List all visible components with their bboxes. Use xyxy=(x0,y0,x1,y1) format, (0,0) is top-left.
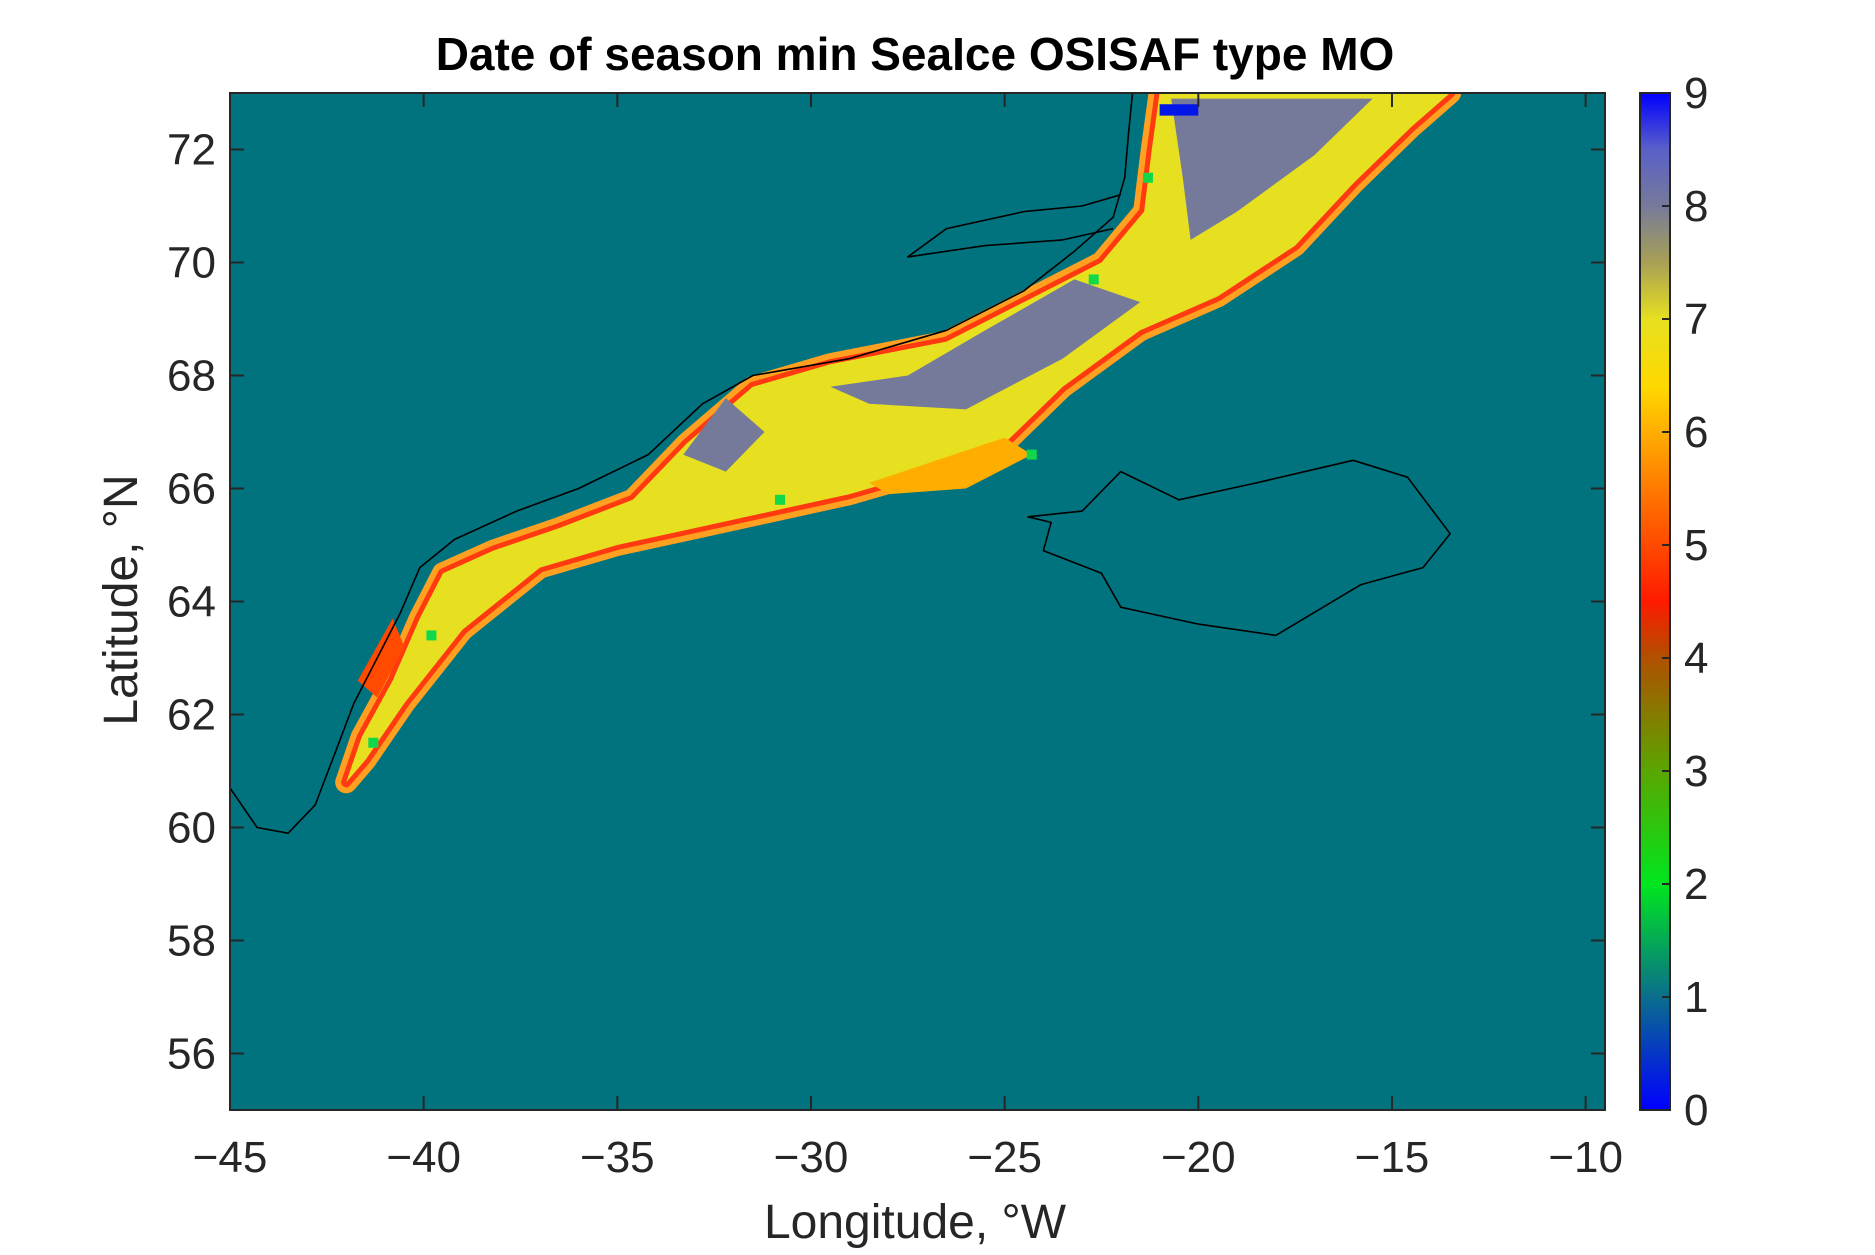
x-tick-label: −20 xyxy=(1161,1133,1236,1182)
ice-region-2 xyxy=(830,279,1141,410)
y-tick-label: 70 xyxy=(167,239,216,288)
x-tick-label: −45 xyxy=(193,1133,268,1182)
coastline-layer xyxy=(230,93,1451,834)
y-tick-label: 62 xyxy=(167,691,216,740)
ice-edge-green-4 xyxy=(1088,274,1099,285)
x-axis-label: Longitude, °W xyxy=(764,1196,1067,1249)
y-tick-label: 60 xyxy=(167,804,216,853)
colorbar-tick-label: 2 xyxy=(1684,860,1708,909)
ice-region-6 xyxy=(1159,104,1199,116)
ice-region-4 xyxy=(869,437,1032,495)
colorbar-tick-label: 0 xyxy=(1684,1086,1708,1135)
ice-region-3 xyxy=(683,398,765,472)
ice-edge-green-3 xyxy=(1026,449,1037,460)
colorbar-tick-label: 8 xyxy=(1684,182,1708,231)
ice-region-1 xyxy=(1171,98,1373,240)
x-tick-label: −35 xyxy=(580,1133,655,1182)
x-tick-label: −15 xyxy=(1355,1133,1430,1182)
x-axis: −45 −40 −35 −30 −25 −20 −15 −10 xyxy=(193,93,1623,1182)
y-tick-label: 66 xyxy=(167,465,216,514)
coastline-scoresby-sund xyxy=(907,193,1122,258)
ice-edge-green-5 xyxy=(1142,172,1153,183)
y-tick-label: 68 xyxy=(167,352,216,401)
colorbar-tick-label: 3 xyxy=(1684,747,1708,796)
y-axis: 56 58 60 62 64 66 68 70 72 xyxy=(167,126,1605,1079)
coastline-iceland xyxy=(1027,459,1451,637)
colorbar-tick-label: 9 xyxy=(1684,69,1708,118)
ice-edge-green-2 xyxy=(775,494,785,505)
colorbar-tick-label: 7 xyxy=(1684,295,1708,344)
colorbar-frame xyxy=(1639,92,1671,1111)
colorbar-tick-label: 4 xyxy=(1684,634,1708,683)
y-tick-label: 72 xyxy=(167,126,216,175)
ice-region-0 xyxy=(346,93,1451,783)
colorbar xyxy=(1640,93,1670,1110)
coastline-greenland xyxy=(230,93,1134,834)
ice-edge-green-0 xyxy=(368,737,379,748)
colorbar-tick-label: 6 xyxy=(1684,408,1708,457)
x-tick-label: −40 xyxy=(386,1133,461,1182)
ice-region-5 xyxy=(357,618,405,698)
chart-title: Date of season min SeaIce OSISAF type MO xyxy=(436,28,1395,80)
colorbar-tick-label: 1 xyxy=(1684,973,1708,1022)
colorbar-tick-label: 5 xyxy=(1684,521,1708,570)
y-tick-label: 64 xyxy=(167,578,216,627)
ice-edge-red xyxy=(341,93,1456,788)
x-tick-label: −25 xyxy=(967,1133,1042,1182)
y-tick-label: 56 xyxy=(167,1030,216,1079)
y-tick-label: 58 xyxy=(167,917,216,966)
ice-region-layer xyxy=(335,93,1462,794)
x-tick-label: −10 xyxy=(1548,1133,1623,1182)
y-axis-label: Latitude, °N xyxy=(95,474,148,725)
x-tick-label: −30 xyxy=(774,1133,849,1182)
colorbar-ticks: 0 1 2 3 4 5 6 7 8 9 xyxy=(1662,69,1708,1135)
ice-edge-green-1 xyxy=(426,630,437,641)
